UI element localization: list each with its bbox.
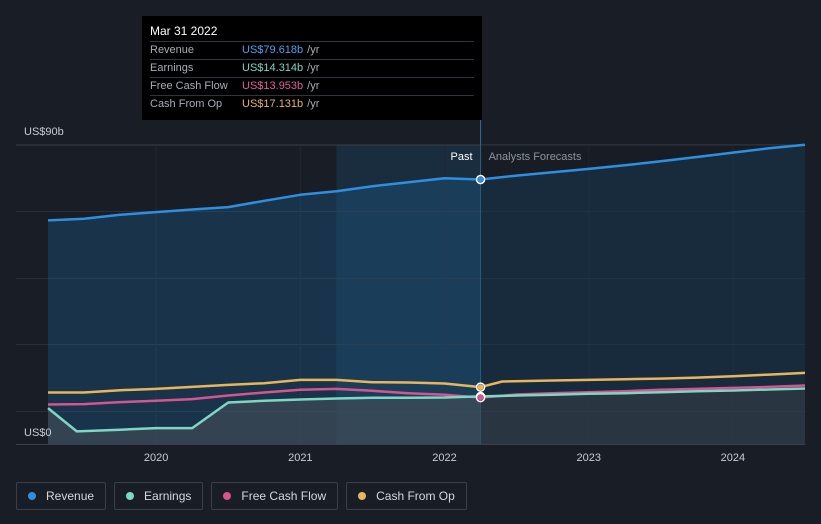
tooltip-value: US$14.314b bbox=[242, 62, 304, 74]
y-tick-label: US$90b bbox=[24, 126, 64, 138]
legend-label: Earnings bbox=[144, 489, 192, 503]
legend-item-cash-from-op[interactable]: Cash From Op bbox=[346, 482, 467, 510]
line-earnings bbox=[47, 387, 806, 433]
series-areas bbox=[48, 144, 805, 444]
legend-label: Free Cash Flow bbox=[241, 489, 327, 503]
data-tooltip: Mar 31 2022 Revenue US$79.618b /yr Earni… bbox=[142, 16, 482, 120]
axis-labels: US$90b US$0 2020 2021 2022 2023 2024 Past Analys… bbox=[24, 126, 745, 464]
tooltip-label: Cash From Op bbox=[150, 98, 223, 110]
legend-dot-icon bbox=[223, 492, 232, 500]
tooltip-value: US$13.953b bbox=[242, 80, 304, 92]
tooltip-label: Free Cash Flow bbox=[150, 80, 228, 92]
y-tick-label: US$0 bbox=[24, 427, 52, 439]
past-label: Past bbox=[451, 151, 473, 163]
marker-dot-cash-from-op bbox=[477, 384, 484, 391]
tooltip-date: Mar 31 2022 bbox=[150, 24, 218, 38]
area-revenue bbox=[48, 144, 805, 444]
legend-label: Revenue bbox=[46, 489, 95, 503]
x-tick-label: 2023 bbox=[576, 452, 600, 464]
line-cash-from-op bbox=[48, 371, 806, 394]
legend-dot-icon bbox=[358, 492, 367, 500]
line-free-cash-flow bbox=[47, 384, 806, 406]
tooltip-row-free-cash-flow: Free Cash Flow US$13.953b /yr bbox=[150, 77, 474, 95]
hover-markers bbox=[475, 174, 486, 403]
series-lines bbox=[47, 143, 806, 433]
legend-label: Cash From Op bbox=[376, 489, 455, 503]
tooltip-label: Earnings bbox=[150, 62, 194, 74]
tooltip-label: Revenue bbox=[150, 44, 195, 56]
forecast-overlay bbox=[480, 145, 805, 444]
legend-item-earnings[interactable]: Earnings bbox=[114, 482, 204, 510]
tooltip-value: US$79.618b bbox=[242, 44, 304, 56]
tooltip-value: US$17.131b bbox=[242, 98, 304, 110]
legend: Revenue Earnings Free Cash Flow Cash Fro… bbox=[16, 482, 467, 510]
legend-dot-icon bbox=[28, 492, 36, 500]
tooltip-unit: /yr bbox=[307, 98, 320, 110]
tooltip-unit: /yr bbox=[307, 62, 320, 74]
tooltip-row-revenue: Revenue US$79.618b /yr bbox=[150, 41, 474, 59]
x-tick-label: 2020 bbox=[144, 452, 168, 464]
x-tick-label: 2022 bbox=[432, 452, 456, 464]
x-tick-label: 2024 bbox=[721, 452, 745, 464]
tooltip-row-cash-from-op: Cash From Op US$17.131b /yr bbox=[150, 95, 474, 113]
tooltip-unit: /yr bbox=[307, 80, 320, 92]
marker-dot-free-cash-flow bbox=[477, 394, 484, 401]
marker-dot-revenue bbox=[477, 176, 484, 183]
tooltip-row-earnings: Earnings US$14.314b /yr bbox=[150, 59, 474, 77]
legend-item-revenue[interactable]: Revenue bbox=[16, 482, 107, 510]
tooltip-unit: /yr bbox=[307, 44, 320, 56]
forecast-label: Analysts Forecasts bbox=[489, 151, 582, 163]
line-revenue bbox=[47, 143, 806, 222]
x-tick-label: 2021 bbox=[288, 452, 312, 464]
legend-dot-icon bbox=[126, 492, 135, 500]
legend-item-free-cash-flow[interactable]: Free Cash Flow bbox=[211, 482, 339, 510]
